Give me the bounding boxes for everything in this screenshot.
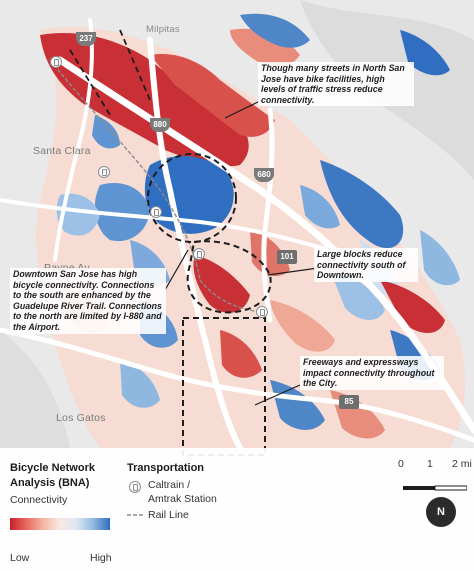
highway-shield-680: 680 [254,168,274,182]
legend-rail-line-icon [127,514,145,516]
callout-freeways: Freeways and expressways impact connecti… [300,356,444,390]
legend-connectivity-label: Connectivity [10,494,68,506]
scale-tick-0: 0 [398,458,404,470]
rail-focus-line-northwest [69,49,111,116]
rail-focus-line-north [119,29,151,101]
downtown-focus-circle [147,153,237,243]
scale-bar [403,485,467,491]
scale-tick-2: 2 mi [452,458,472,470]
highway-shield-85: 85 [339,395,359,409]
legend-low-label: Low [10,552,30,564]
rail-lines [49,59,263,313]
highway-shield-101: 101 [277,250,297,264]
legend-title-line1: Bicycle Network [10,462,95,474]
south-corridor-focus-outline [182,317,266,456]
callout-leader-lines [164,99,319,406]
caltrain-station-icon [98,166,110,178]
caltrain-station-icon [150,206,162,218]
legend-station-label-line1: Caltrain / [148,479,191,491]
callout-downtown: Downtown San Jose has high bicycle conne… [10,268,166,334]
foothills-southwest [0,330,70,448]
legend-transport-title: Transportation [127,462,205,474]
caltrain-station-icon [50,56,62,68]
legend-title-line2: Analysis (BNA) [10,477,90,489]
legend-high-label: High [90,552,112,564]
south-downtown-focus-outline [186,240,272,314]
north-arrow-icon: N [426,497,456,527]
highway-shield-237: 237 [76,32,96,46]
connectivity-color-ramp [10,518,110,530]
place-label-los-gatos: Los Gatos [56,412,106,424]
place-label-milpitas: Milpitas [146,24,180,35]
city-connectivity-polygons [36,13,466,449]
map-legend: Bicycle Network Analysis (BNA) Connectiv… [0,448,474,571]
legend-station-label-line2: Amtrak Station [148,493,217,505]
legend-rail-label: Rail Line [148,509,189,521]
callout-north-san-jose: Though many streets in North San Jose ha… [258,62,414,107]
legend-station-icon [129,481,141,493]
scale-tick-1: 1 [427,458,433,470]
callout-large-blocks: Large blocks reduce connectivity south o… [314,248,418,282]
caltrain-station-icon [256,306,268,318]
caltrain-station-icon [193,248,205,260]
place-label-santa-clara: Santa Clara [33,145,91,157]
highway-shield-880: 880 [150,118,170,132]
